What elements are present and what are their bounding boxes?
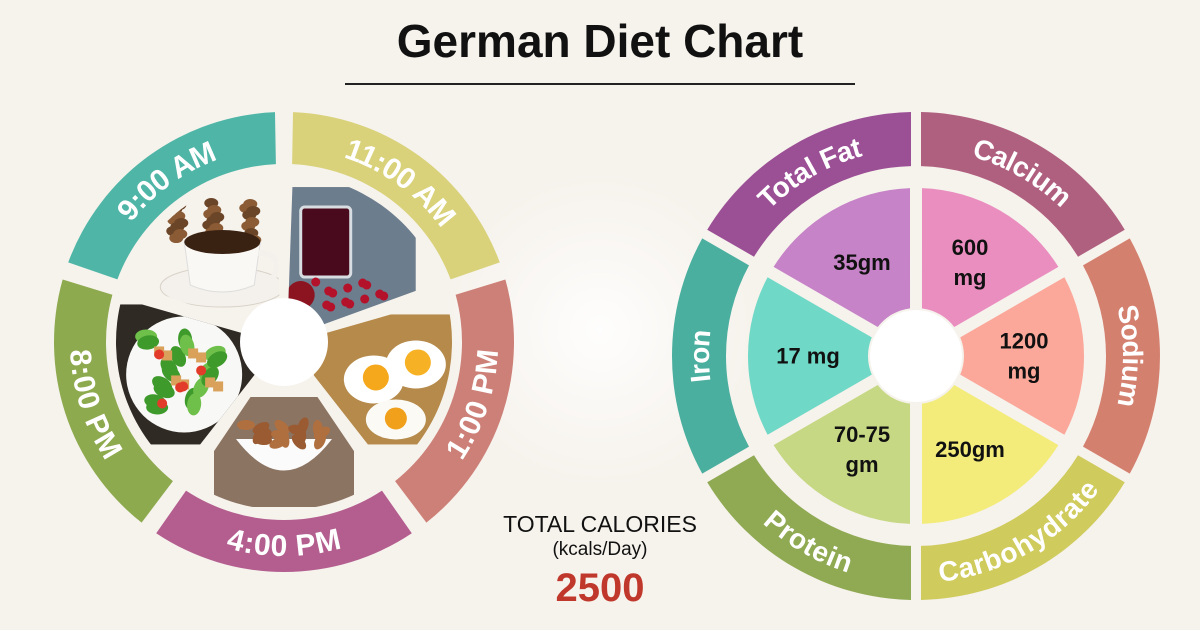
nutrient-wedge-iron	[748, 277, 872, 435]
nutrient-value-label: 1200	[1000, 329, 1049, 354]
nutrient-band-carbohydrate	[920, 455, 1125, 600]
nutrient-wheel: Total Fat35gmCalcium600mgSodium1200mgCar…	[671, 112, 1160, 600]
nutrient-name-label: Sodium	[1112, 302, 1149, 410]
meal-segment-coffee	[68, 112, 276, 280]
nutrient-band-calcium	[920, 112, 1125, 257]
meal-time-wheel: 9:00 AM 11:00 AM1:00 PM4:00 PM8:00 PM	[54, 112, 514, 572]
nutrient-wedge-sodium	[960, 277, 1084, 435]
meal-segment-salad	[54, 279, 173, 523]
meal-wheel-center	[240, 298, 328, 386]
coffee-image	[159, 197, 280, 308]
nutrient-value-label: 35gm	[833, 250, 890, 275]
meal-segment-boiled-eggs	[395, 279, 514, 523]
nutrient-value-label: mg	[954, 265, 987, 290]
nutrient-value-label: 17 mg	[776, 344, 840, 369]
meal-segment-pomegranate-juice	[292, 112, 500, 280]
nutrient-value-label: 600	[952, 235, 989, 260]
meal-segment-almonds	[156, 490, 412, 572]
calories-value: 2500	[555, 566, 645, 610]
nutrient-value-label: 250gm	[935, 437, 1005, 462]
nutrient-band-iron	[671, 238, 750, 474]
nutrient-wedge-calcium	[921, 188, 1059, 328]
nutrient-wedge-carbohydrate	[921, 384, 1059, 524]
nutrient-value-label: 70-75	[834, 422, 890, 447]
page-title: German Diet Chart	[396, 15, 804, 67]
nutrient-band-sodium	[1082, 238, 1160, 474]
nutrient-wedge-total-fat	[773, 188, 911, 328]
nutrient-band-protein	[707, 455, 912, 600]
nutrient-wheel-center	[870, 310, 962, 402]
nutrient-name-label: Iron	[683, 328, 716, 384]
nutrient-wedge-protein	[773, 384, 911, 524]
total-calories-label: TOTAL CALORIES	[503, 511, 697, 537]
nutrient-band-total-fat	[707, 112, 912, 257]
nutrient-value-label: gm	[846, 452, 879, 477]
calories-unit: (kcals/Day)	[552, 539, 648, 560]
nutrient-value-label: mg	[1008, 359, 1041, 384]
almonds-image	[214, 397, 354, 507]
title-underline	[345, 83, 855, 85]
